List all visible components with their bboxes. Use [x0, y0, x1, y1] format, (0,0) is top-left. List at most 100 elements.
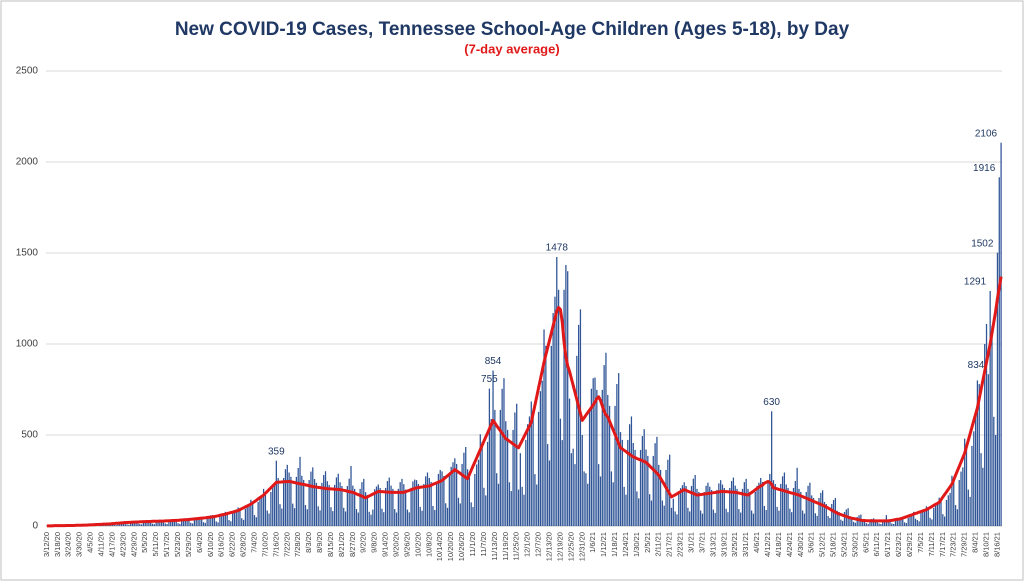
x-tick-label: 5/24/21 — [839, 532, 848, 557]
bar — [488, 388, 491, 526]
bar — [273, 482, 276, 526]
x-tick-label: 11/13/20 — [490, 532, 499, 561]
bar — [803, 513, 806, 526]
x-tick-label: 8/9/20 — [315, 532, 324, 553]
bar — [120, 522, 123, 526]
bar — [195, 517, 197, 526]
bar — [991, 325, 993, 526]
bar — [102, 525, 104, 526]
bar — [849, 516, 851, 526]
bar — [301, 475, 303, 526]
bar — [397, 488, 399, 526]
bar — [639, 449, 642, 526]
bar — [778, 510, 780, 526]
bar — [537, 411, 540, 526]
bar — [909, 516, 911, 526]
x-tick-label: 8/3/20 — [304, 532, 313, 553]
x-tick-label: 4/17/20 — [107, 532, 116, 557]
bar — [672, 498, 674, 526]
bar — [341, 485, 343, 526]
bar — [876, 520, 878, 526]
bar — [445, 503, 447, 526]
bar — [989, 291, 991, 526]
bar — [694, 475, 696, 526]
bar — [293, 508, 296, 526]
bar — [760, 477, 762, 526]
bar — [610, 471, 613, 526]
x-tick-label: 3/30/20 — [75, 532, 84, 557]
bar — [960, 471, 962, 526]
bar — [208, 515, 210, 526]
bar — [419, 506, 421, 526]
x-tick-label: 5/30/21 — [850, 532, 859, 557]
bar — [967, 489, 969, 526]
bar — [197, 517, 199, 526]
bar — [949, 492, 951, 526]
x-tick-label: 3/25/21 — [730, 532, 739, 557]
bar — [181, 519, 183, 526]
bar — [299, 456, 301, 526]
bar — [785, 484, 787, 526]
bar — [942, 514, 944, 526]
bar — [517, 489, 520, 526]
bar — [652, 455, 654, 526]
bar — [266, 510, 268, 526]
bar — [395, 512, 398, 526]
bar — [514, 412, 516, 526]
x-tick-label: 1/24/21 — [621, 532, 630, 557]
x-tick-label: 8/16/21 — [992, 532, 1001, 557]
x-tick-label: 6/10/20 — [206, 532, 215, 557]
bar — [596, 389, 598, 526]
bar — [133, 521, 135, 526]
bar — [927, 507, 929, 526]
data-label: 834 — [968, 360, 985, 371]
bar — [705, 485, 707, 526]
x-tick-label: 3/31/21 — [741, 532, 750, 557]
data-label: 359 — [268, 446, 285, 457]
bar — [343, 507, 345, 526]
bar — [703, 491, 705, 526]
bar — [348, 478, 350, 526]
bar — [747, 488, 749, 526]
bar — [603, 365, 605, 526]
bar — [689, 511, 691, 526]
x-tick-label: 2/11/21 — [654, 532, 663, 556]
bar — [557, 289, 560, 526]
x-tick-label: 6/23/21 — [894, 532, 903, 557]
bar — [887, 519, 889, 526]
bar — [510, 491, 512, 526]
bar — [634, 449, 636, 526]
x-tick-label: 6/16/20 — [217, 532, 226, 557]
bar — [379, 487, 381, 526]
bar — [621, 439, 623, 526]
bar — [940, 499, 942, 526]
bar — [476, 464, 478, 526]
bar — [745, 478, 747, 526]
bar — [953, 479, 955, 526]
bar — [863, 519, 866, 526]
bar — [470, 502, 472, 526]
bar — [370, 514, 372, 526]
bar — [257, 501, 259, 526]
bar — [350, 465, 352, 526]
bar — [650, 500, 653, 526]
x-tick-label: 4/24/21 — [785, 532, 794, 557]
bar — [481, 441, 483, 526]
bar — [222, 513, 225, 526]
bar — [854, 522, 857, 526]
plot — [46, 142, 1003, 528]
bar — [359, 488, 361, 526]
bar — [323, 475, 325, 526]
bar — [796, 467, 798, 526]
bar — [506, 429, 509, 526]
x-tick-label: 6/4/20 — [195, 532, 204, 553]
bar — [903, 522, 906, 526]
bar — [687, 507, 689, 526]
bar — [171, 519, 174, 526]
bar — [505, 421, 507, 526]
bar — [823, 501, 826, 526]
bar — [681, 485, 684, 526]
bar — [807, 485, 809, 526]
bar — [918, 521, 920, 526]
